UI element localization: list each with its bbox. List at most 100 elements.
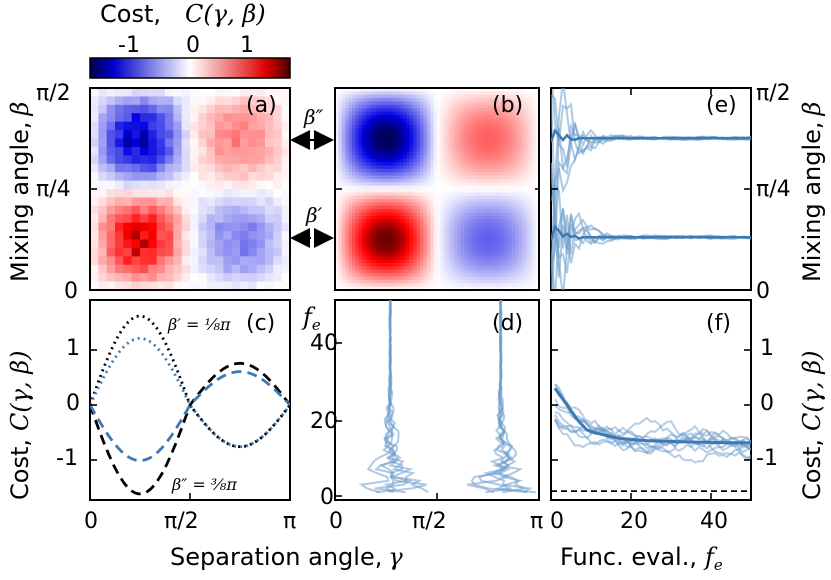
heat-cell xyxy=(403,192,407,197)
heat-cell xyxy=(335,205,339,210)
heat-cell xyxy=(406,138,411,143)
heat-cell xyxy=(335,172,339,177)
heat-cell xyxy=(375,168,380,173)
heat-cell xyxy=(457,182,462,187)
heat-cell xyxy=(488,276,492,281)
heat-cell xyxy=(437,252,441,257)
heat-cell xyxy=(437,229,441,234)
heat-cell xyxy=(447,175,452,180)
heat-cell xyxy=(474,135,479,140)
heat-cell xyxy=(505,263,509,268)
heat-cell xyxy=(457,135,462,140)
heat-cell xyxy=(355,195,360,200)
beta-double-prime-label: β″ xyxy=(303,105,324,129)
heat-cell xyxy=(522,246,526,251)
heat-cell xyxy=(131,214,141,224)
heat-cell xyxy=(335,91,339,96)
heat-cell xyxy=(454,226,458,230)
heat-cell xyxy=(454,283,458,288)
heat-cell xyxy=(423,165,428,170)
heat-cell xyxy=(454,91,458,96)
heat-cell xyxy=(464,178,469,183)
heat-cell xyxy=(416,199,421,204)
heat-cell xyxy=(338,94,343,99)
heat-cell xyxy=(464,266,469,271)
heat-cell xyxy=(403,222,407,227)
heat-cell xyxy=(348,286,353,290)
heat-cell xyxy=(131,155,141,165)
heat-cell xyxy=(528,141,533,146)
heat-cell xyxy=(399,141,404,146)
heat-cell xyxy=(423,286,428,290)
heat-cell xyxy=(498,192,503,197)
heat-cell xyxy=(369,138,373,143)
heat-cell xyxy=(481,165,486,170)
trace-e xyxy=(551,129,751,290)
heat-cell xyxy=(484,195,489,200)
heat-cell xyxy=(460,229,465,234)
heat-cell xyxy=(454,219,458,224)
heat-cell xyxy=(505,222,509,227)
heat-cell xyxy=(409,141,414,146)
heat-cell xyxy=(115,172,124,182)
heat-cell xyxy=(430,98,435,103)
heat-cell xyxy=(426,226,431,230)
heat-cell xyxy=(416,249,421,254)
heat-cell xyxy=(223,121,233,131)
heat-cell xyxy=(454,215,458,220)
heat-cell xyxy=(511,286,516,290)
heat-cell xyxy=(484,135,489,140)
heat-cell xyxy=(399,192,404,197)
heat-cell xyxy=(491,91,496,96)
heat-cell xyxy=(409,158,414,163)
heat-cell xyxy=(382,135,387,140)
heat-cell xyxy=(365,246,370,251)
heat-cell xyxy=(535,104,539,109)
heat-cell xyxy=(447,104,452,109)
heat-cell xyxy=(464,209,469,214)
heat-cell xyxy=(430,195,435,200)
heat-cell xyxy=(403,215,407,220)
heat-cell xyxy=(501,212,506,217)
heat-cell xyxy=(484,226,489,230)
heat-cell xyxy=(528,256,533,261)
heat-cell xyxy=(379,212,384,217)
heat-cell xyxy=(481,269,486,274)
heat-cell xyxy=(355,249,360,254)
heat-cell xyxy=(423,273,428,278)
heat-cell xyxy=(406,114,411,119)
heat-cell xyxy=(123,264,133,274)
heat-cell xyxy=(423,162,428,167)
heat-cell xyxy=(348,222,353,227)
heat-cell xyxy=(535,222,539,227)
heat-cell xyxy=(532,236,537,241)
heat-cell xyxy=(399,185,404,190)
heat-cell xyxy=(460,98,465,103)
heat-cell xyxy=(406,182,411,187)
heat-cell xyxy=(511,226,516,230)
heat-cell xyxy=(256,138,266,148)
heat-cell xyxy=(409,242,414,247)
heat-cell xyxy=(518,162,523,167)
heat-cell xyxy=(460,219,465,224)
heat-cell xyxy=(413,121,418,126)
heat-cell xyxy=(433,202,438,207)
heat-cell xyxy=(515,175,520,180)
heat-cell xyxy=(413,199,418,204)
heat-cell xyxy=(474,279,479,284)
heat-cell xyxy=(403,246,407,251)
heat-cell xyxy=(365,242,370,247)
heat-cell xyxy=(375,125,380,129)
heat-cell xyxy=(399,108,404,113)
heat-cell xyxy=(420,236,424,241)
heat-cell xyxy=(528,242,533,247)
heat-cell xyxy=(528,246,533,251)
heat-cell xyxy=(484,172,489,177)
heat-cell xyxy=(467,141,472,146)
heat-cell xyxy=(240,222,249,232)
heat-cell xyxy=(505,108,509,113)
heat-cell xyxy=(231,130,241,140)
heat-cell xyxy=(375,135,380,140)
heat-cell xyxy=(352,178,356,183)
heat-cell xyxy=(511,232,516,237)
